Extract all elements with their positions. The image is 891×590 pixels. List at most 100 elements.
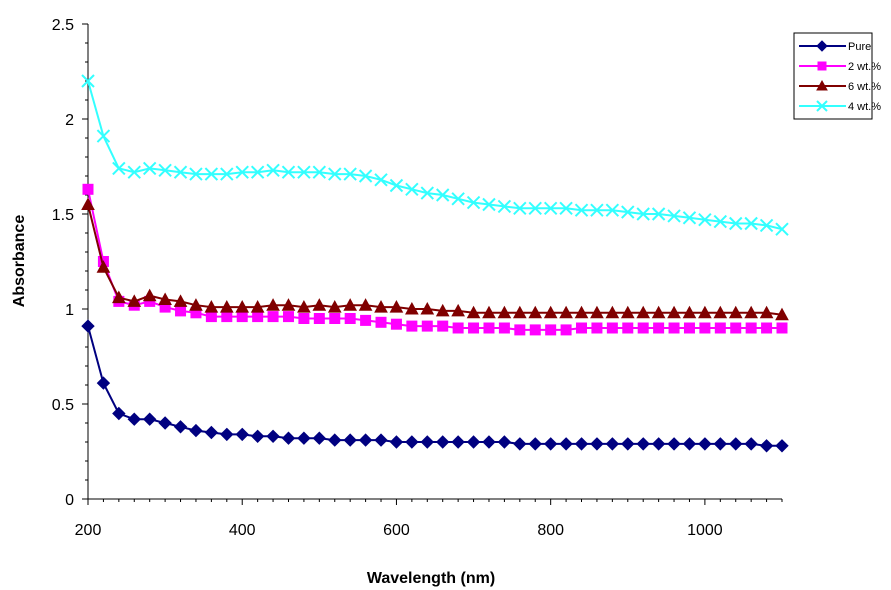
data-point [220, 427, 234, 442]
x-tick-label: 600 [383, 522, 410, 539]
data-point [466, 435, 481, 449]
data-point-stroke [235, 165, 249, 179]
data-point-stroke [420, 186, 434, 200]
data-point [513, 201, 527, 216]
data-point-stroke [173, 165, 188, 179]
data-point [281, 431, 296, 445]
data-point-stroke [220, 167, 234, 181]
data-point [266, 163, 280, 178]
data-point [775, 439, 789, 453]
data-point [576, 322, 588, 334]
data-point [358, 433, 373, 447]
data-point [219, 300, 234, 313]
y-tick-label: 1.5 [52, 207, 74, 224]
data-point [343, 433, 357, 447]
data-point [651, 305, 666, 319]
data-point [358, 298, 373, 311]
data-point [498, 322, 510, 334]
data-point [235, 427, 249, 442]
data-point [668, 322, 680, 334]
data-point-stroke [281, 165, 296, 179]
data-point [173, 420, 188, 434]
data-point [266, 298, 280, 311]
data-point [698, 437, 712, 451]
data-point-stroke [775, 222, 789, 236]
data-point-stroke [497, 199, 512, 214]
data-point [328, 167, 342, 181]
data-point [96, 376, 111, 390]
data-point [173, 294, 188, 307]
data-point-stroke [482, 197, 496, 212]
data-point [81, 74, 95, 88]
y-tick-label: 0 [65, 492, 74, 509]
data-point [343, 298, 358, 311]
data-point-stroke [374, 173, 388, 187]
data-point [636, 305, 651, 319]
data-point [358, 169, 373, 183]
data-point [543, 201, 558, 216]
data-point [112, 406, 126, 421]
data-point [651, 437, 666, 451]
data-point [389, 300, 404, 313]
data-point [142, 288, 157, 302]
data-point [375, 316, 387, 328]
data-point [816, 79, 828, 91]
data-point [252, 311, 264, 323]
data-point [483, 322, 495, 334]
data-point [622, 322, 634, 334]
data-point [96, 129, 111, 143]
data-point-stroke [436, 188, 450, 202]
data-point-stroke [297, 165, 311, 179]
data-point [281, 165, 296, 179]
data-point-stroke [574, 203, 589, 217]
data-point [683, 322, 695, 334]
y-tick-label: 0.5 [52, 397, 74, 414]
data-point [620, 305, 635, 319]
legend-label: 2 wt.% [848, 61, 881, 73]
data-point-stroke [621, 205, 635, 219]
data-point [682, 211, 697, 225]
data-point-stroke [744, 216, 758, 231]
data-point [560, 324, 572, 336]
data-point [297, 300, 311, 313]
y-tick-label: 1 [65, 302, 74, 319]
series-line [87, 189, 782, 331]
data-point [96, 260, 111, 273]
legend-item: 6 wt.% [799, 79, 881, 93]
data-point [574, 203, 589, 217]
data-point [713, 305, 728, 319]
data-point [389, 435, 404, 449]
data-point [312, 298, 327, 311]
data-point [420, 301, 435, 315]
data-point [436, 188, 450, 202]
data-point [405, 301, 419, 315]
data-point-stroke [312, 165, 327, 179]
series-2 [81, 197, 789, 321]
legend-label: 4 wt.% [848, 101, 881, 113]
data-point-stroke [328, 167, 342, 181]
data-point [189, 298, 203, 311]
data-point [327, 300, 342, 313]
data-point [405, 182, 419, 197]
data-point [405, 435, 419, 449]
data-point [497, 305, 512, 319]
data-point [482, 305, 496, 319]
data-point [606, 322, 618, 334]
data-point [158, 163, 172, 178]
data-point [250, 300, 265, 313]
data-point [127, 294, 142, 307]
data-point [699, 322, 711, 334]
legend-item: 2 wt.% [799, 61, 881, 73]
data-point [421, 320, 433, 332]
data-point [651, 207, 666, 221]
data-point [513, 437, 527, 451]
y-axis-title: Absorbance [11, 215, 28, 308]
data-point [497, 435, 512, 449]
data-point [559, 305, 573, 319]
data-point [744, 305, 758, 319]
data-point [158, 416, 172, 430]
data-point [360, 314, 372, 326]
data-point-stroke [81, 74, 95, 88]
x-axis-title: Wavelength (nm) [367, 570, 495, 587]
